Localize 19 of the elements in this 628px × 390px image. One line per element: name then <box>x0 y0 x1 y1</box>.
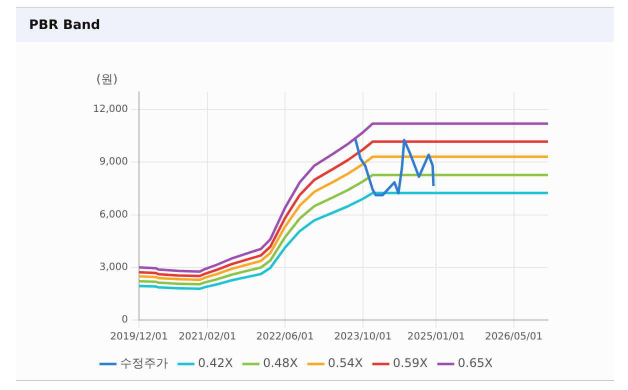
x-tick-label: 2025/01/01 <box>407 332 466 343</box>
y-tick-label: 9,000 <box>99 156 128 168</box>
legend-label: 0.48X <box>262 356 298 370</box>
x-tick-label: 2026/05/01 <box>484 332 543 343</box>
legend-label: 수정주가 <box>120 356 168 370</box>
y-tick-label: 3,000 <box>99 262 128 273</box>
y-axis-title: (원) <box>96 72 118 86</box>
x-tick-label: 2022/06/01 <box>256 332 314 343</box>
x-tick-label: 2019/12/01 <box>110 332 168 343</box>
y-tick-label: 12,000 <box>92 104 128 116</box>
x-tick-label: 2023/10/01 <box>334 332 392 343</box>
legend-label: 0.59X <box>392 356 428 370</box>
chart-title: PBR Band <box>28 17 102 33</box>
x-tick-label: 2021/02/01 <box>178 332 236 343</box>
legend-label: 0.65X <box>458 356 493 370</box>
y-tick-label: 0 <box>122 314 128 326</box>
legend-label: 0.54X <box>328 356 363 370</box>
legend-label: 0.42X <box>198 356 233 370</box>
y-tick-label: 6,000 <box>99 209 128 220</box>
